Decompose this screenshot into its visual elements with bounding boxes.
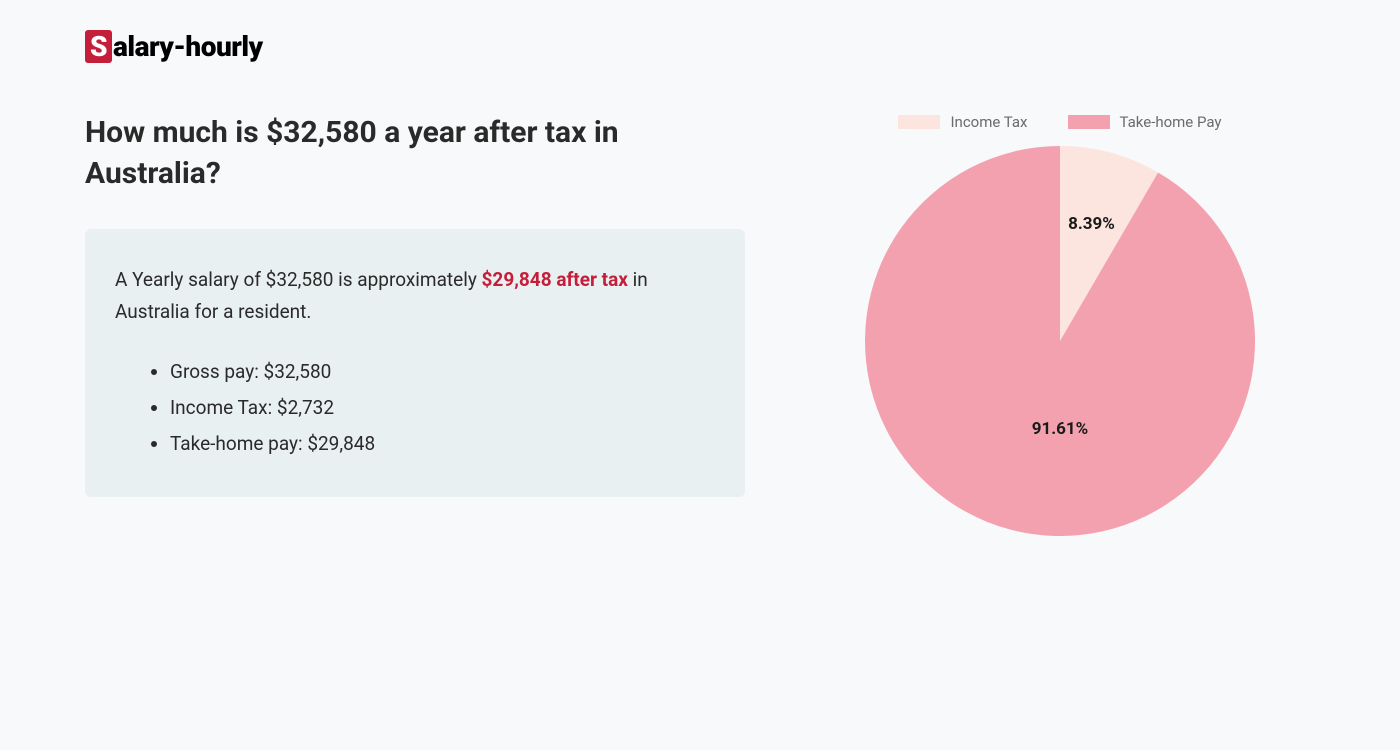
legend-item-take-home: Take-home Pay bbox=[1068, 113, 1222, 131]
list-item: Gross pay: $32,580 bbox=[170, 354, 715, 390]
list-item: Income Tax: $2,732 bbox=[170, 390, 715, 426]
legend-swatch bbox=[898, 115, 940, 129]
summary-highlight: $29,848 after tax bbox=[482, 268, 628, 291]
summary-prefix: A Yearly salary of $32,580 is approximat… bbox=[115, 268, 482, 291]
left-column: How much is $32,580 a year after tax in … bbox=[85, 113, 745, 536]
pie-svg bbox=[865, 146, 1255, 536]
page-container: Salary-hourly How much is $32,580 a year… bbox=[0, 0, 1400, 566]
list-item: Take-home pay: $29,848 bbox=[170, 426, 715, 462]
chart-column: Income Tax Take-home Pay 8.39% 91.61% bbox=[805, 113, 1315, 536]
legend-item-income-tax: Income Tax bbox=[898, 113, 1027, 131]
logo-text: alary-hourly bbox=[113, 30, 263, 63]
page-title: How much is $32,580 a year after tax in … bbox=[85, 113, 745, 194]
logo-initial: S bbox=[85, 30, 112, 63]
site-logo: Salary-hourly bbox=[85, 30, 1315, 63]
summary-box: A Yearly salary of $32,580 is approximat… bbox=[85, 229, 745, 497]
legend-label: Income Tax bbox=[950, 113, 1027, 131]
legend-swatch bbox=[1068, 115, 1110, 129]
summary-text: A Yearly salary of $32,580 is approximat… bbox=[115, 264, 715, 329]
pie-chart: 8.39% 91.61% bbox=[865, 146, 1255, 536]
pie-slice bbox=[865, 146, 1255, 536]
detail-list: Gross pay: $32,580 Income Tax: $2,732 Ta… bbox=[115, 354, 715, 462]
pie-slice-label: 91.61% bbox=[1032, 419, 1089, 439]
pie-slice-label: 8.39% bbox=[1068, 214, 1115, 234]
chart-legend: Income Tax Take-home Pay bbox=[898, 113, 1221, 131]
legend-label: Take-home Pay bbox=[1120, 113, 1222, 131]
content-row: How much is $32,580 a year after tax in … bbox=[85, 113, 1315, 536]
